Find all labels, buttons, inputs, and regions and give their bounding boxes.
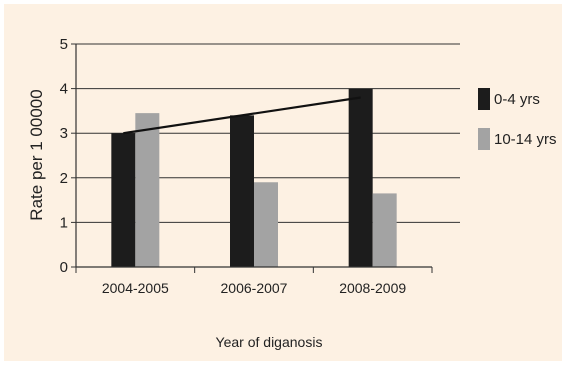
y-axis-label: Rate per 1 00000 (27, 89, 46, 220)
bars (111, 88, 397, 267)
bar-series-1-2008-2009 (348, 88, 373, 267)
y-tick-label: 5 (60, 36, 68, 53)
legend-swatch (478, 128, 490, 150)
axes (71, 43, 433, 273)
chart-frame (4, 4, 562, 361)
x-tick-label: 2006-2007 (221, 280, 288, 296)
legend-label: 10-14 yrs (494, 131, 557, 148)
x-tick-label: 2008-2009 (339, 280, 406, 296)
y-tick-label: 3 (60, 125, 68, 142)
bar-series-2-2008-2009 (372, 193, 397, 267)
legend-label: 0-4 yrs (494, 91, 540, 108)
bar-series-2-2004-2005 (135, 113, 160, 267)
y-tick-label: 4 (60, 81, 68, 98)
y-tick-labels: 0 1 2 3 4 5 (60, 36, 68, 276)
y-tick-label: 2 (60, 170, 68, 187)
x-tick-label: 2004-2005 (102, 280, 169, 296)
legend-swatch (478, 88, 490, 110)
trend-line (123, 96, 361, 135)
bar-series-2-2006-2007 (254, 182, 278, 267)
y-tick-label: 0 (60, 259, 68, 276)
y-tick-label: 1 (60, 214, 68, 231)
trend-line-group (123, 96, 361, 135)
bar-series-1-2004-2005 (111, 133, 136, 267)
x-tick-labels: 2004-2005 2006-2007 2008-2009 (102, 280, 406, 296)
legend: 0-4 yrs 10-14 yrs (478, 88, 557, 150)
x-axis-label: Year of diganosis (216, 334, 323, 350)
bar-series-1-2006-2007 (230, 115, 254, 267)
